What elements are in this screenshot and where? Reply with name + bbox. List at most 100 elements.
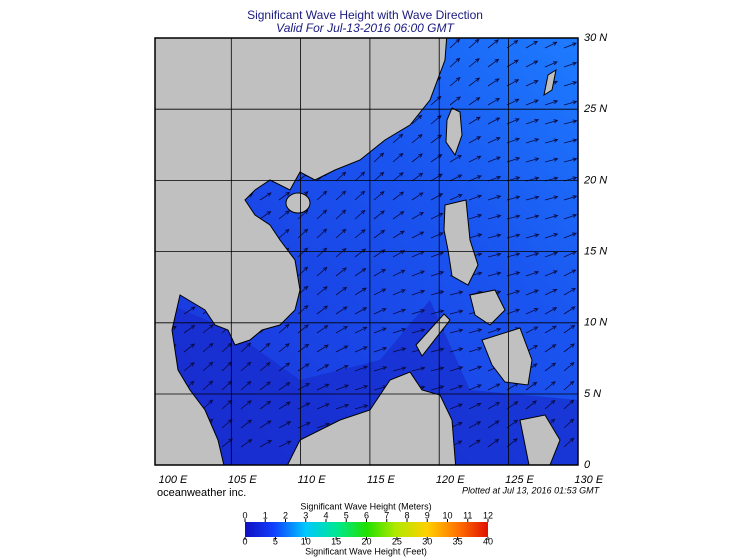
- lon-label: 110 E: [298, 474, 327, 486]
- arrow: [202, 380, 214, 391]
- arrow: [487, 233, 502, 239]
- lat-label: 15 N: [584, 246, 607, 258]
- arrow: [278, 362, 291, 372]
- arrow: [316, 403, 330, 410]
- plotted-at: Plotted at Jul 13, 2016 01:53 GMT: [462, 485, 601, 495]
- arrow: [278, 191, 291, 201]
- arrow: [335, 267, 347, 277]
- arrow: [449, 194, 463, 201]
- arrow: [430, 193, 444, 201]
- arrow: [221, 418, 233, 429]
- arrow: [506, 214, 521, 220]
- arrow: [544, 325, 557, 334]
- arrow: [354, 209, 366, 220]
- arrow: [544, 41, 558, 49]
- arrow: [316, 344, 329, 353]
- arrow: [297, 324, 309, 334]
- arrow: [525, 308, 539, 315]
- colorbar-ticks: 0 1 2 3 4 5 6 7 8 9 10 11 120 5 10 15 20 25 30 35 40: [242, 510, 493, 546]
- arrow: [563, 157, 578, 163]
- mainland: [155, 38, 448, 465]
- arrow: [202, 399, 214, 410]
- arrow: [525, 270, 540, 277]
- arrow: [183, 306, 196, 315]
- arrow: [506, 290, 521, 296]
- arrow: [354, 171, 366, 182]
- arrow: [335, 306, 348, 315]
- arrow: [487, 214, 502, 220]
- arrow: [525, 252, 540, 258]
- lon-label: 120 E: [436, 474, 465, 486]
- arrow: [392, 289, 406, 296]
- arrow: [563, 232, 577, 239]
- map: [155, 38, 578, 465]
- arrow: [354, 385, 369, 391]
- arrow: [468, 402, 482, 410]
- arrow: [487, 252, 502, 258]
- arrow: [297, 422, 311, 429]
- arrow: [449, 366, 464, 372]
- arrow: [525, 195, 540, 201]
- arrow: [316, 247, 328, 258]
- map-labels: 100 E 105 E 110 E 115 E 120 E 125 E 130 E 30 N 2…: [159, 32, 608, 486]
- arrow: [335, 325, 349, 334]
- arrow: [563, 213, 578, 220]
- arrow: [411, 172, 424, 182]
- arrow: [487, 271, 502, 277]
- arrow: [544, 251, 559, 258]
- arrow: [202, 361, 214, 372]
- arrow: [563, 81, 578, 87]
- arrow: [392, 308, 407, 315]
- arrow: [278, 440, 292, 448]
- arrow: [430, 385, 445, 391]
- arrow: [392, 347, 407, 353]
- arrow: [468, 136, 482, 144]
- meters-tick-label: 9: [425, 510, 430, 520]
- arrow: [544, 270, 558, 277]
- meters-tick-label: 3: [303, 510, 308, 520]
- lat-label: 30 N: [584, 32, 607, 44]
- graticule: [155, 38, 578, 465]
- arrow: [411, 133, 423, 144]
- arrow: [354, 365, 369, 372]
- arrow: [449, 384, 464, 391]
- arrow: [240, 342, 252, 353]
- subtitle: Valid For Jul-13-2016 06:00 GMT: [276, 21, 455, 35]
- arrow: [544, 307, 558, 315]
- arrow: [335, 345, 349, 353]
- feet-tick-label: 0: [242, 536, 247, 546]
- credit: oceanweather inc.: [157, 487, 246, 499]
- arrow: [335, 171, 347, 182]
- arrow: [468, 77, 481, 87]
- arrow: [506, 308, 521, 315]
- arrow: [278, 421, 292, 429]
- arrow: [297, 304, 309, 315]
- arrow: [563, 399, 575, 410]
- feet-tick-label: 10: [301, 536, 311, 546]
- arrow: [373, 366, 388, 372]
- arrow: [316, 286, 328, 296]
- arrow: [259, 400, 272, 410]
- arrow: [278, 401, 291, 410]
- arrow: [525, 138, 540, 144]
- arrow: [468, 384, 482, 391]
- visayas: [469, 289, 506, 326]
- lon-label: 105 E: [228, 474, 257, 486]
- arrow: [335, 190, 347, 201]
- arrow: [183, 362, 195, 372]
- arrow: [563, 343, 575, 353]
- arrow: [487, 97, 501, 106]
- meters-tick-label: 2: [283, 510, 288, 520]
- arrow: [411, 211, 425, 220]
- arrow: [563, 418, 575, 429]
- arrow: [316, 325, 329, 334]
- arrow: [563, 361, 575, 372]
- arrow: [430, 290, 445, 296]
- title: Significant Wave Height with Wave Direct…: [247, 8, 483, 22]
- arrow: [392, 230, 405, 239]
- arrow: [563, 437, 575, 448]
- arrow: [544, 344, 557, 353]
- feet-tick-label: 15: [331, 536, 341, 546]
- arrow: [525, 80, 539, 87]
